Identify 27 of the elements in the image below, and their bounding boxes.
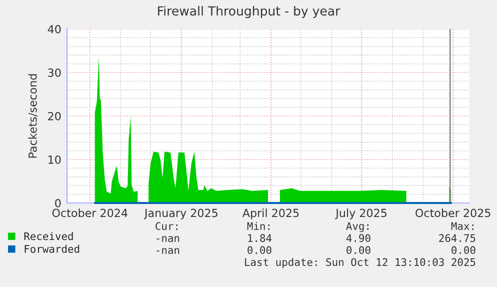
text: Last update: Sun Oct 12 13:10:03 2025 — [245, 258, 476, 268]
text: 0.00 — [452, 246, 476, 254]
legend-label: Received — [24, 232, 73, 240]
x-tick-label: April 2025 — [242, 208, 299, 220]
x-tick-label: July 2025 — [335, 208, 386, 220]
text: -nan — [156, 248, 180, 254]
text: Cur: — [156, 222, 178, 230]
text: Avg: — [346, 222, 368, 232]
text: 0.00 — [346, 246, 370, 254]
text: Max: — [451, 222, 474, 230]
y-tick-label: 30 — [48, 68, 61, 77]
x-tick-label: October 2025 — [416, 208, 490, 218]
text: 264.75 — [439, 234, 476, 242]
text: 0.00 — [248, 246, 272, 254]
text: Min: — [247, 222, 270, 230]
legend-label: Forwarded — [24, 244, 80, 253]
text: 4.90 — [346, 234, 370, 242]
chart-title: Firewall Throughput - by year — [158, 6, 340, 18]
y-axis-title: Packets/second — [28, 74, 38, 158]
x-tick-label: January 2025 — [144, 208, 218, 220]
text: 1.84 — [248, 234, 272, 242]
x-tick-label: October 2024 — [52, 208, 128, 218]
y-tick-label: 20 — [48, 112, 61, 120]
y-tick-label: 0 — [55, 198, 61, 208]
y-tick-label: 40 — [48, 24, 61, 34]
y-tick-label: 10 — [48, 155, 61, 164]
text: -nan — [156, 236, 180, 242]
